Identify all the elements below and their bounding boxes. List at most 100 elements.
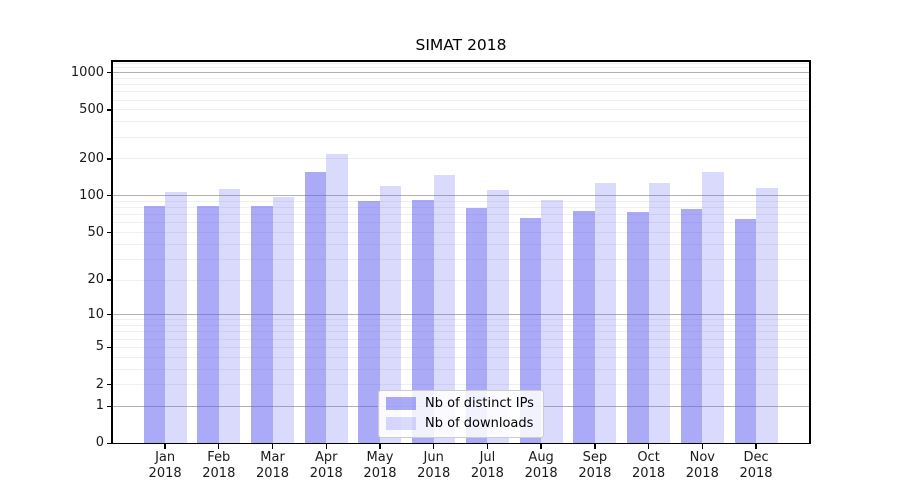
y-tick-label: 1 bbox=[95, 398, 104, 414]
minor-gridline bbox=[112, 368, 809, 370]
legend-row-0: Nb of distinct IPs bbox=[386, 396, 534, 411]
x-tick-label: Jan 2018 bbox=[132, 450, 198, 481]
y-tick-label: 100 bbox=[79, 187, 104, 203]
y-tick-label: 5 bbox=[95, 339, 104, 355]
minor-gridline bbox=[112, 325, 809, 327]
y-tickmark bbox=[106, 231, 111, 234]
x-tick-label: Oct 2018 bbox=[616, 450, 682, 481]
y-tick-label: 50 bbox=[87, 224, 104, 240]
x-tick-label: Jul 2018 bbox=[454, 450, 520, 481]
minor-gridline bbox=[112, 121, 809, 123]
x-tickmark bbox=[433, 444, 435, 449]
minor-gridline bbox=[112, 384, 809, 386]
y-tickmark bbox=[106, 72, 111, 74]
major-gridline bbox=[112, 72, 809, 74]
x-tickmark bbox=[218, 444, 220, 449]
x-tick-year: 2018 bbox=[417, 465, 451, 481]
x-tick-year: 2018 bbox=[470, 465, 504, 481]
x-tickmark bbox=[755, 444, 757, 449]
x-tick-year: 2018 bbox=[578, 465, 612, 481]
x-tick-month: Apr bbox=[315, 450, 338, 465]
x-tick-month: Oct bbox=[637, 450, 660, 465]
minor-gridline bbox=[112, 136, 809, 138]
bar-distinct-ips-aug bbox=[519, 217, 542, 444]
major-gridline bbox=[112, 314, 809, 316]
y-tick-label: 0 bbox=[95, 435, 104, 451]
chart-title: SIMAT 2018 bbox=[415, 36, 507, 54]
bar-distinct-ips-sep bbox=[573, 211, 595, 444]
x-tick-year: 2018 bbox=[739, 465, 773, 481]
x-tick-label: Nov 2018 bbox=[669, 450, 735, 481]
x-tick-label: Sep 2018 bbox=[562, 450, 628, 481]
x-tick-label: Feb 2018 bbox=[186, 450, 252, 481]
y-tickmark bbox=[106, 314, 111, 316]
x-tickmark bbox=[325, 444, 327, 449]
minor-gridline bbox=[112, 338, 809, 340]
y-tickmark bbox=[106, 405, 111, 407]
bar-distinct-ips-may bbox=[358, 201, 380, 444]
y-tickmark bbox=[106, 109, 111, 111]
minor-gridline bbox=[112, 331, 809, 333]
y-tick-label: 1000 bbox=[70, 64, 104, 80]
x-tick-year: 2018 bbox=[363, 465, 397, 481]
x-tick-month: Jul bbox=[479, 450, 496, 465]
y-tickmark bbox=[106, 383, 111, 386]
minor-gridline bbox=[112, 158, 809, 160]
legend-label: Nb of distinct IPs bbox=[425, 396, 534, 411]
x-tick-label: Jun 2018 bbox=[401, 450, 467, 481]
x-tickmark bbox=[594, 444, 596, 449]
minor-gridline bbox=[112, 99, 809, 101]
bar-downloads-may bbox=[379, 186, 402, 444]
x-tick-year: 2018 bbox=[202, 465, 236, 481]
bar-distinct-ips-jan bbox=[143, 206, 166, 444]
y-tick-label: 10 bbox=[87, 306, 104, 322]
x-tick-month: Aug bbox=[528, 450, 554, 465]
bar-downloads-mar bbox=[272, 197, 295, 444]
y-tickmark bbox=[106, 195, 111, 197]
minor-gridline bbox=[112, 346, 809, 348]
bar-downloads-aug bbox=[541, 199, 563, 444]
bar-downloads-jul bbox=[487, 190, 509, 444]
minor-gridline bbox=[112, 200, 809, 202]
axis-spine-left bbox=[111, 60, 113, 444]
bar-distinct-ips-oct bbox=[627, 211, 649, 444]
x-tick-year: 2018 bbox=[255, 465, 290, 481]
bar-downloads-jun bbox=[433, 174, 456, 444]
minor-gridline bbox=[112, 62, 809, 64]
bar-downloads-feb bbox=[218, 189, 241, 444]
x-tick-label: May 2018 bbox=[347, 450, 413, 481]
x-tickmark bbox=[164, 444, 166, 449]
y-tick-label: 200 bbox=[79, 150, 104, 166]
bar-distinct-ips-dec bbox=[734, 218, 757, 444]
x-tickmark bbox=[647, 444, 650, 449]
minor-gridline bbox=[112, 91, 809, 93]
y-tick-label: 20 bbox=[87, 272, 104, 288]
bar-distinct-ips-nov bbox=[680, 209, 703, 444]
legend-swatch-icon bbox=[386, 397, 416, 410]
y-tickmark bbox=[106, 158, 111, 160]
y-tickmark bbox=[106, 442, 111, 444]
minor-gridline bbox=[112, 214, 809, 216]
bar-distinct-ips-apr bbox=[304, 172, 327, 444]
bar-distinct-ips-mar bbox=[251, 206, 273, 444]
bar-downloads-sep bbox=[594, 182, 617, 444]
minor-gridline bbox=[112, 77, 809, 79]
x-tickmark bbox=[379, 444, 381, 449]
minor-gridline bbox=[112, 279, 809, 281]
minor-gridline bbox=[112, 67, 809, 69]
minor-gridline bbox=[112, 258, 809, 260]
major-gridline bbox=[112, 195, 809, 197]
minor-gridline bbox=[112, 222, 809, 224]
axis-spine-right bbox=[809, 60, 811, 444]
minor-gridline bbox=[112, 232, 809, 234]
bar-distinct-ips-feb bbox=[197, 206, 219, 444]
x-tick-year: 2018 bbox=[685, 465, 719, 481]
x-tick-month: Sep bbox=[582, 450, 608, 465]
x-tick-month: Mar bbox=[260, 450, 285, 465]
y-tick-label: 2 bbox=[95, 376, 104, 392]
x-tick-month: Nov bbox=[689, 450, 715, 465]
x-tick-label: Dec 2018 bbox=[723, 450, 789, 481]
x-tick-year: 2018 bbox=[524, 465, 558, 481]
x-tick-label: Aug 2018 bbox=[508, 450, 574, 481]
x-tick-month: Jun bbox=[423, 450, 444, 465]
